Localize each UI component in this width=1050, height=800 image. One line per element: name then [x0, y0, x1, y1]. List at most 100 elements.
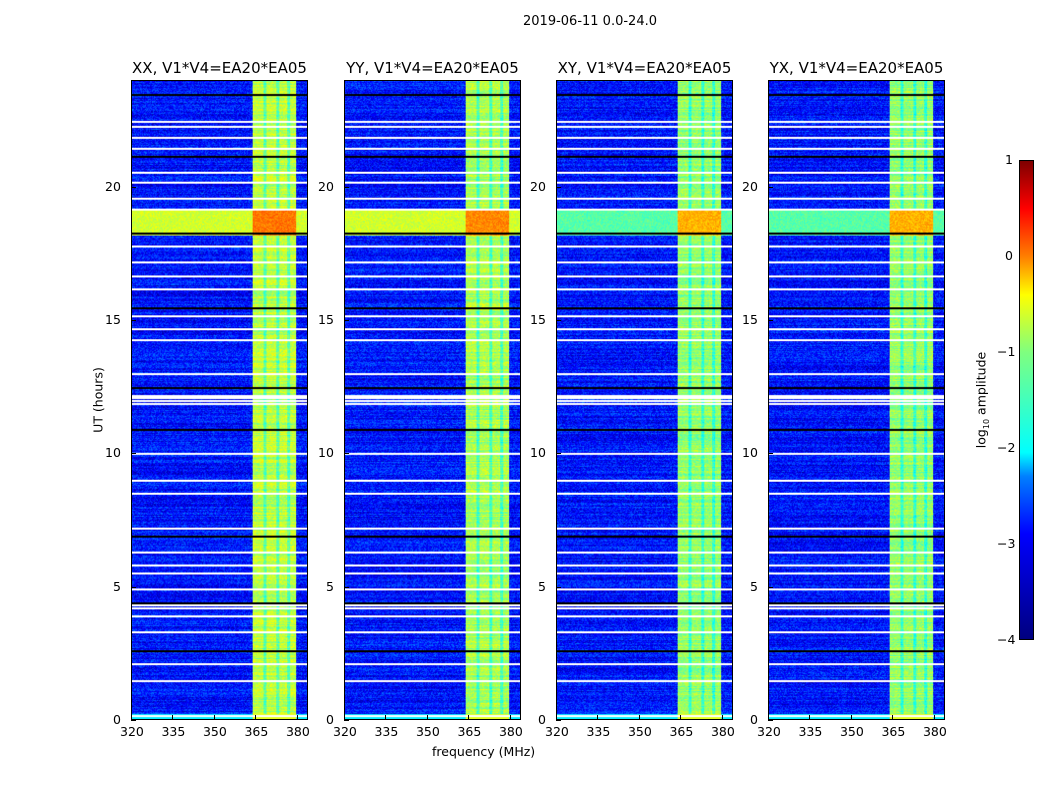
x-tick-mark [638, 715, 640, 720]
colorbar-tick-label: −3 [997, 536, 1016, 551]
y-tick-mark [768, 453, 773, 455]
x-tick-mark [892, 715, 894, 720]
x-tick-mark [933, 715, 935, 720]
heatmap-panel [768, 80, 945, 720]
x-tick-mark [850, 715, 852, 720]
panel-title: YY, V1*V4=EA20*EA05 [346, 59, 519, 77]
heatmap-panel [131, 80, 308, 720]
y-tick-mark [556, 720, 561, 721]
panel-title: XX, V1*V4=EA20*EA05 [132, 59, 307, 77]
x-tick-mark [426, 715, 428, 720]
x-axis-label: frequency (MHz) [432, 744, 536, 759]
y-tick-mark [131, 186, 136, 188]
y-tick-label: 5 [113, 578, 121, 594]
x-tick-label: 350 [627, 724, 652, 739]
y-tick-label: 0 [538, 712, 546, 727]
y-tick-mark [131, 320, 136, 321]
x-tick-mark [131, 715, 132, 720]
heatmap-panel [556, 80, 733, 720]
x-tick-label: 380 [922, 724, 947, 739]
y-tick-mark [344, 453, 349, 455]
x-tick-mark [680, 715, 682, 720]
x-tick-label: 335 [798, 724, 823, 739]
x-tick-mark [344, 715, 345, 720]
x-tick-mark [509, 715, 511, 720]
x-tick-mark [768, 715, 769, 720]
x-tick-mark [213, 715, 215, 720]
colorbar-tick-label: 0 [1005, 248, 1013, 263]
x-tick-mark [255, 715, 257, 720]
y-tick-label: 20 [742, 178, 758, 194]
x-tick-label: 335 [374, 724, 399, 739]
y-tick-label: 0 [750, 712, 758, 727]
colorbar-tick-label: −2 [997, 440, 1016, 455]
figure-title: 2019-06-11 0.0-24.0 [523, 14, 657, 29]
colorbar-label: log10 amplitude [973, 351, 991, 449]
x-tick-label: 380 [285, 724, 310, 739]
x-tick-mark [597, 715, 599, 720]
panel-title: XY, V1*V4=EA20*EA05 [557, 59, 732, 77]
y-tick-label: 0 [326, 712, 334, 727]
x-tick-mark [809, 715, 811, 720]
y-tick-label: 5 [326, 578, 334, 594]
y-tick-label: 0 [113, 712, 121, 727]
y-tick-label: 15 [105, 312, 121, 327]
x-tick-mark [721, 715, 723, 720]
x-tick-label: 365 [457, 724, 482, 739]
y-tick-label: 10 [105, 445, 121, 461]
y-tick-mark [131, 586, 136, 588]
x-tick-label: 380 [498, 724, 523, 739]
y-tick-mark [556, 320, 561, 321]
y-tick-mark [344, 186, 349, 188]
y-tick-mark [556, 186, 561, 188]
colorbar-tick-label: −1 [997, 344, 1016, 359]
x-tick-mark [385, 715, 387, 720]
heatmap-panel [344, 80, 521, 720]
x-tick-label: 320 [757, 724, 781, 739]
x-tick-label: 350 [202, 724, 227, 739]
panel-title: YX, V1*V4=EA20*EA05 [769, 59, 944, 77]
y-tick-label: 5 [538, 578, 546, 594]
x-tick-mark [468, 715, 470, 720]
y-tick-label: 10 [318, 445, 334, 461]
y-tick-label: 20 [105, 178, 121, 194]
y-tick-label: 10 [530, 445, 546, 461]
y-tick-mark [131, 453, 136, 455]
x-tick-label: 380 [710, 724, 735, 739]
y-tick-label: 15 [318, 312, 334, 327]
x-tick-label: 365 [669, 724, 694, 739]
x-tick-label: 350 [839, 724, 864, 739]
y-tick-mark [344, 320, 349, 321]
x-tick-label: 320 [545, 724, 569, 739]
y-tick-label: 15 [530, 312, 546, 327]
y-tick-mark [556, 586, 561, 588]
y-tick-mark [768, 586, 773, 588]
x-tick-mark [556, 715, 557, 720]
y-tick-mark [768, 186, 773, 188]
colorbar-tick-label: −4 [997, 632, 1016, 647]
y-tick-label: 20 [318, 178, 334, 194]
y-tick-label: 20 [530, 178, 546, 194]
y-tick-label: 15 [742, 312, 758, 327]
y-tick-mark [344, 586, 349, 588]
colorbar-tick-label: 1 [1005, 152, 1013, 167]
y-tick-mark [344, 720, 349, 721]
y-tick-mark [768, 320, 773, 321]
y-axis-label: UT (hours) [90, 367, 106, 433]
x-tick-mark [296, 715, 298, 720]
x-tick-label: 365 [244, 724, 269, 739]
x-tick-mark [172, 715, 174, 720]
x-tick-label: 320 [120, 724, 144, 739]
x-tick-label: 335 [586, 724, 611, 739]
x-tick-label: 335 [161, 724, 186, 739]
y-tick-mark [131, 720, 136, 721]
x-tick-label: 365 [881, 724, 906, 739]
y-tick-mark [556, 453, 561, 455]
y-tick-label: 10 [742, 445, 758, 461]
colorbar [1019, 160, 1034, 640]
x-tick-label: 320 [333, 724, 357, 739]
y-tick-mark [768, 720, 773, 721]
x-tick-label: 350 [415, 724, 440, 739]
y-tick-label: 5 [750, 578, 758, 594]
